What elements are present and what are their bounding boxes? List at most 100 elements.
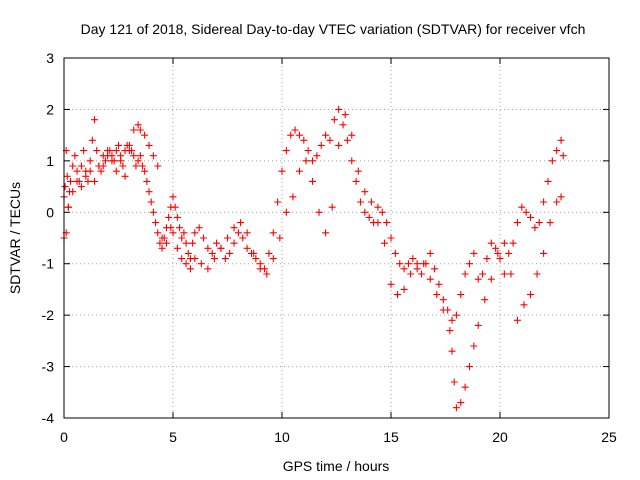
data-point	[162, 239, 170, 247]
data-point	[520, 301, 528, 309]
y-tick-label: 2	[46, 101, 54, 117]
data-point	[69, 188, 77, 196]
data-point	[315, 208, 323, 216]
data-point	[171, 203, 179, 211]
data-point	[418, 270, 426, 278]
data-point	[117, 157, 125, 165]
data-point	[265, 249, 273, 257]
data-point	[169, 229, 177, 237]
data-point	[461, 270, 469, 278]
data-point	[387, 234, 395, 242]
data-point	[452, 311, 460, 319]
y-tick-label: -3	[42, 359, 55, 375]
data-point	[295, 131, 303, 139]
data-point	[448, 316, 456, 324]
data-point	[289, 193, 297, 201]
data-point	[184, 249, 192, 257]
data-point	[487, 275, 495, 283]
data-point	[559, 152, 567, 160]
data-points	[60, 105, 567, 412]
data-point	[134, 157, 142, 165]
data-point	[295, 167, 303, 175]
data-point	[63, 172, 71, 180]
y-tick-label: -4	[42, 410, 55, 426]
data-point	[446, 327, 454, 335]
data-point	[197, 260, 205, 268]
data-point	[527, 213, 535, 221]
data-point	[474, 321, 482, 329]
data-point	[119, 162, 127, 170]
data-point	[256, 265, 264, 273]
data-point	[326, 136, 334, 144]
data-point	[274, 198, 282, 206]
data-point	[302, 157, 310, 165]
data-point	[461, 383, 469, 391]
data-point	[173, 244, 181, 252]
data-point	[540, 198, 548, 206]
data-point	[132, 162, 140, 170]
data-point	[104, 147, 112, 155]
data-point	[115, 141, 122, 149]
data-point	[448, 347, 456, 355]
data-point	[86, 167, 94, 175]
x-tick-label: 25	[601, 429, 617, 445]
data-point	[173, 213, 181, 221]
data-point	[404, 260, 412, 268]
data-point	[182, 239, 190, 247]
data-point	[156, 239, 164, 247]
data-point	[374, 219, 382, 227]
data-point	[439, 296, 447, 304]
data-point	[352, 177, 360, 185]
data-point	[343, 136, 351, 144]
data-point	[435, 280, 443, 288]
data-point	[481, 296, 489, 304]
data-point	[487, 239, 495, 247]
data-point	[309, 157, 317, 165]
data-point	[204, 244, 212, 252]
data-point	[540, 249, 548, 257]
data-point	[61, 183, 69, 191]
data-point	[356, 198, 364, 206]
data-point	[143, 177, 151, 185]
data-point	[387, 280, 395, 288]
data-point	[86, 157, 94, 165]
data-point	[452, 404, 460, 412]
data-point	[282, 208, 290, 216]
data-point	[479, 270, 487, 278]
data-point	[169, 193, 177, 201]
y-tick-label: -1	[42, 256, 55, 272]
data-point	[73, 177, 81, 185]
data-point	[339, 121, 347, 129]
data-point	[433, 291, 441, 299]
data-point	[439, 306, 447, 314]
data-point	[176, 224, 184, 232]
data-point	[335, 141, 343, 149]
data-point	[548, 157, 556, 165]
data-point	[496, 255, 504, 263]
data-point	[138, 162, 146, 170]
x-tick-label: 5	[169, 429, 177, 445]
data-point	[465, 363, 473, 371]
data-point	[186, 265, 194, 273]
chart-title: Day 121 of 2018, Sidereal Day-to-day VTE…	[81, 21, 586, 37]
data-point	[230, 239, 238, 247]
y-tick-label: 1	[46, 153, 54, 169]
data-point	[224, 234, 231, 242]
data-point	[330, 116, 338, 124]
data-point	[69, 162, 77, 170]
data-point	[136, 152, 144, 160]
data-point	[67, 177, 75, 185]
data-point	[217, 244, 225, 252]
data-point	[531, 224, 539, 232]
data-point	[147, 198, 155, 206]
data-point	[213, 239, 221, 247]
data-point	[243, 244, 251, 252]
data-point	[237, 219, 245, 227]
data-point	[136, 126, 144, 134]
data-point	[400, 265, 408, 273]
y-tick-label: 3	[46, 50, 54, 66]
data-point	[145, 188, 153, 196]
data-point	[269, 229, 277, 237]
x-tick-label: 10	[274, 429, 290, 445]
